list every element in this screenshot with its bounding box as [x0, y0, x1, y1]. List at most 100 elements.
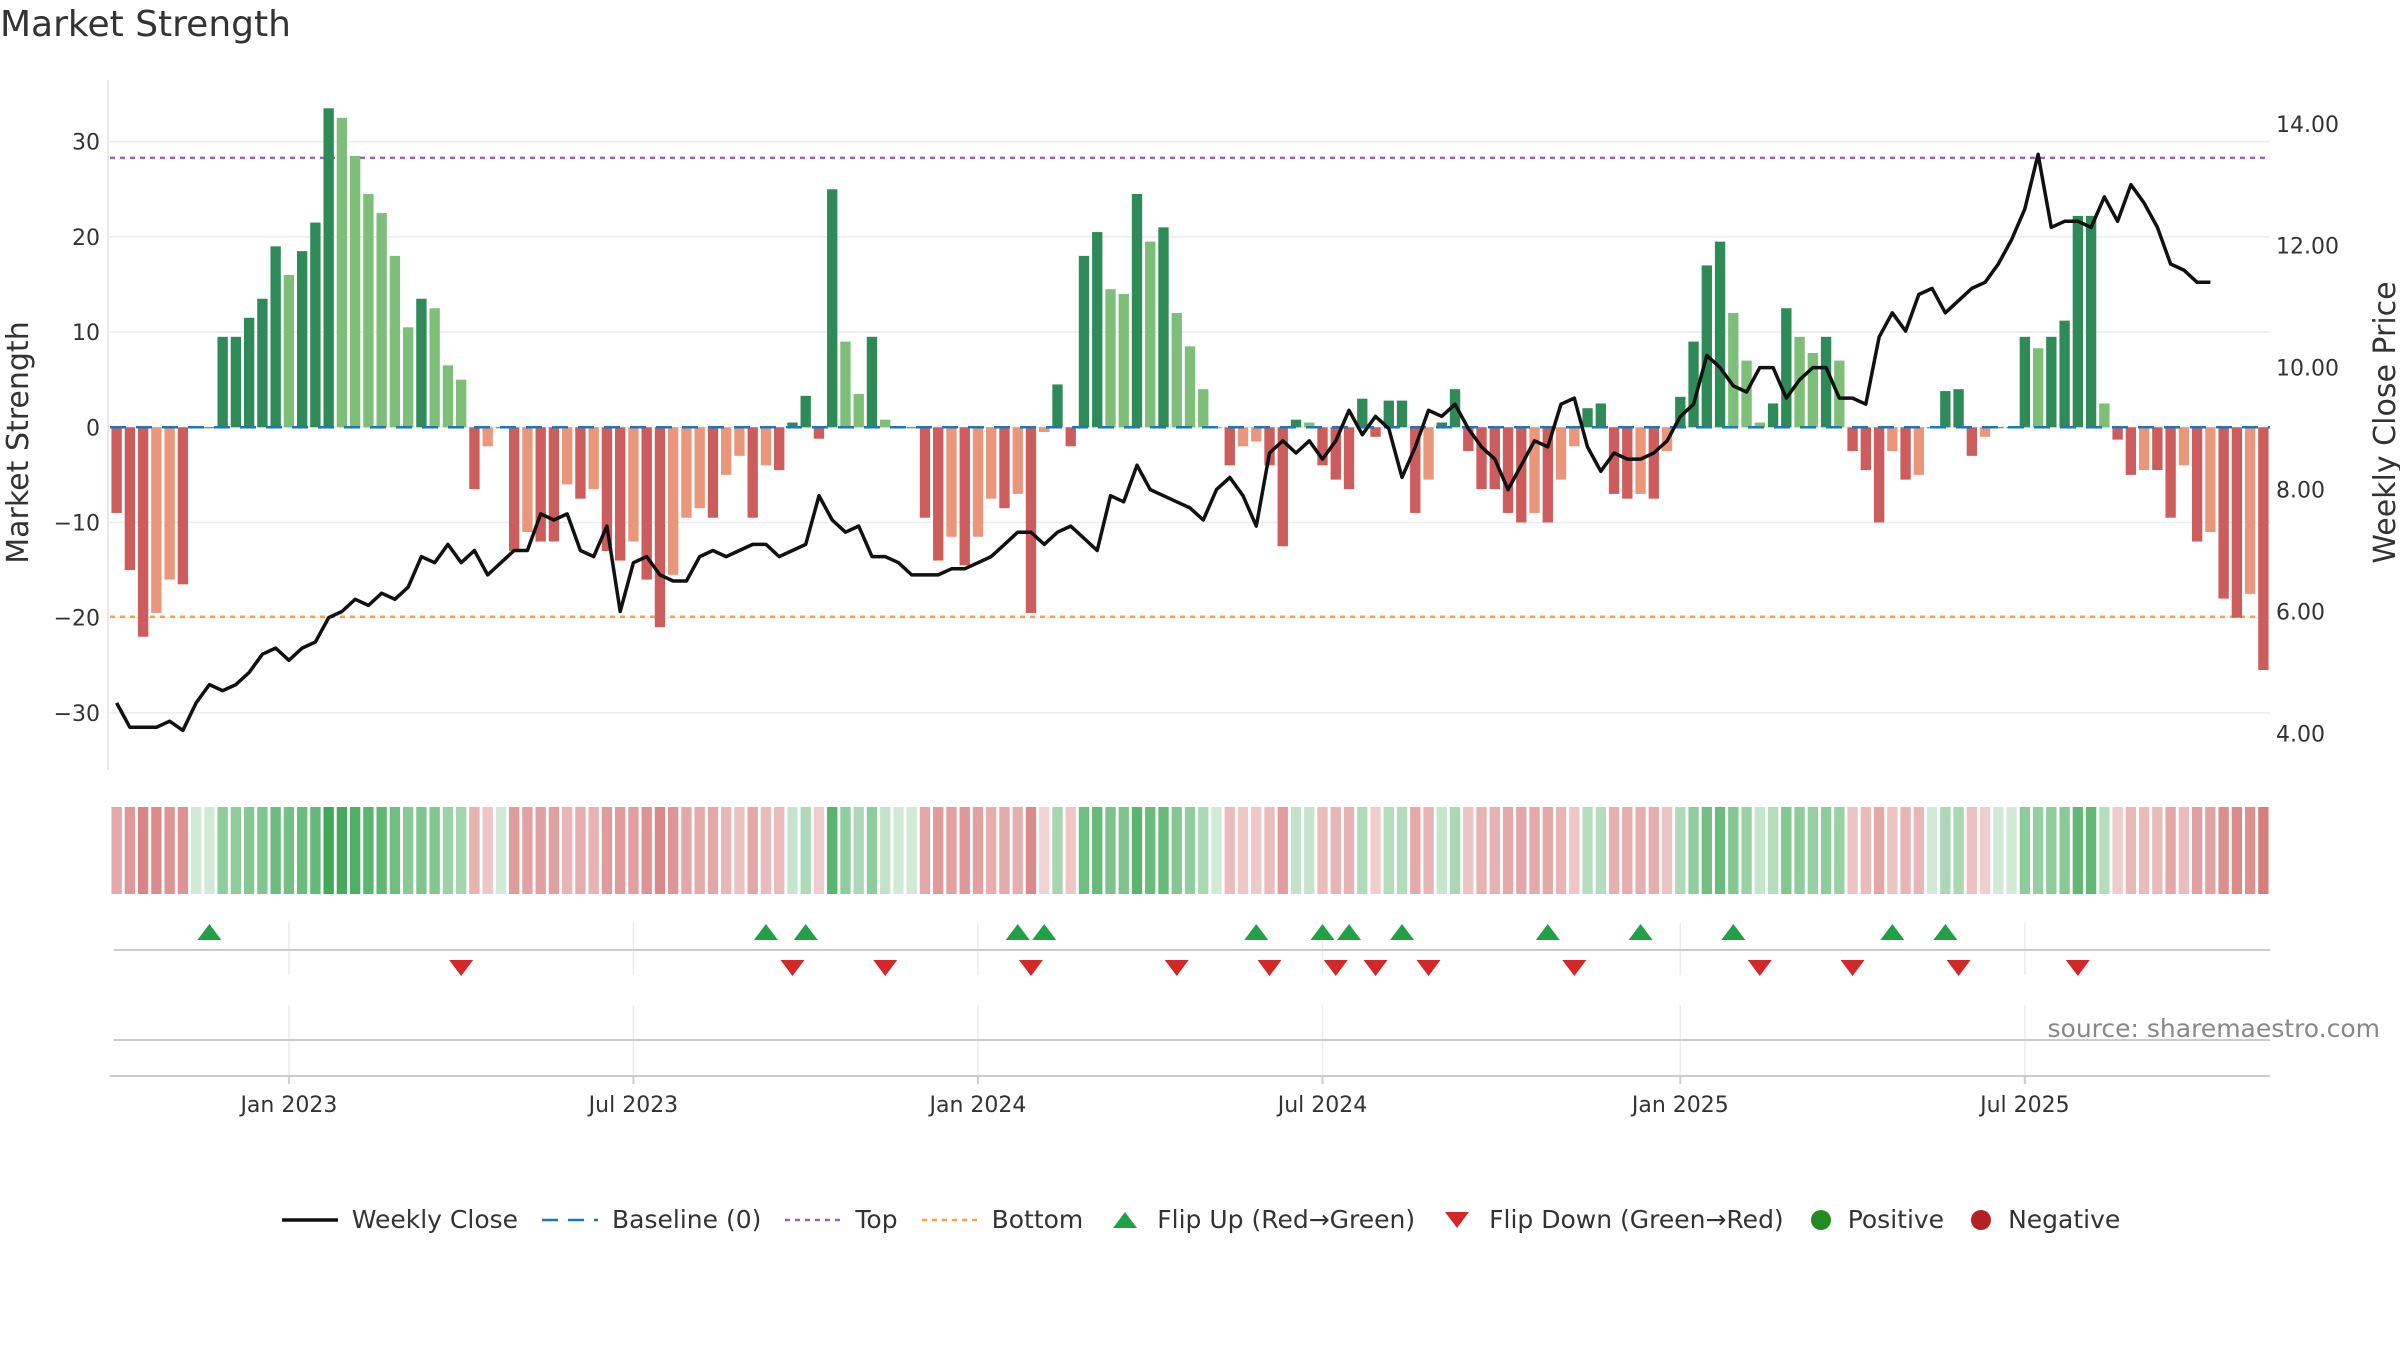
flip-down-marker — [1562, 960, 1587, 976]
strength-bar — [999, 427, 1010, 509]
heat-strip-cell — [694, 807, 705, 894]
strength-bar — [866, 336, 878, 428]
strength-bar — [813, 427, 825, 439]
strength-bar — [2046, 336, 2057, 428]
strength-bar — [455, 379, 467, 428]
heat-strip-cell — [1039, 807, 1050, 894]
strength-bar — [1052, 384, 1063, 428]
heat-strip-cell — [522, 807, 533, 894]
legend-label: Flip Up (Red→Green) — [1157, 1205, 1416, 1234]
heat-strip-cell — [1555, 807, 1567, 894]
legend-swatch-icon — [1437, 1208, 1477, 1232]
flip-down-marker — [1164, 960, 1189, 976]
heat-strip-cell — [2006, 807, 2017, 894]
heat-strip-cell — [376, 807, 387, 894]
heat-strip-cell — [495, 807, 507, 894]
strength-bar — [986, 427, 997, 499]
flip-up-marker — [1032, 924, 1057, 940]
heat-strip-cell — [310, 807, 321, 894]
heat-strip-cell — [1834, 807, 1845, 894]
strength-bar — [1767, 403, 1779, 428]
strength-bar — [1039, 427, 1050, 433]
y-tick-label: 30 — [72, 131, 100, 156]
heat-strip-cell — [1237, 807, 1249, 894]
strength-bar — [1887, 427, 1898, 452]
strength-bar — [2138, 427, 2150, 471]
strength-bar — [310, 222, 321, 428]
heat-strip-cell — [2165, 807, 2176, 894]
heat-strip-cell — [906, 807, 917, 894]
grid-layer — [107, 80, 2270, 1077]
strength-bar — [2165, 427, 2176, 518]
heat-strip-cell — [2072, 807, 2084, 894]
legend-swatch-icon — [280, 1210, 340, 1230]
strength-bar — [1953, 389, 1964, 428]
heat-strip-cell — [800, 807, 811, 894]
heat-strip-cell — [1436, 807, 1447, 894]
heat-strip-cell — [230, 807, 242, 894]
strength-bar — [1542, 427, 1553, 523]
heat-strip-cell — [747, 807, 758, 894]
strength-bar — [1118, 293, 1129, 428]
flip-up-marker — [753, 924, 778, 940]
heat-strip-cell — [2032, 807, 2044, 894]
strength-bar — [1383, 400, 1394, 428]
strength-bar — [760, 427, 772, 466]
strength-bar — [1476, 427, 1487, 490]
heat-strip-cell — [1131, 807, 1143, 894]
legend-swatch-icon — [540, 1210, 600, 1230]
heat-strip-cell — [124, 807, 136, 894]
heat-strip-cell — [1754, 807, 1765, 894]
flip-up-marker — [1244, 924, 1269, 940]
strength-bar — [1171, 313, 1182, 428]
heat-strip-cell — [1025, 807, 1037, 894]
heat-strip-cell — [827, 807, 838, 894]
heat-strip-cell — [959, 807, 970, 894]
strength-bar — [601, 427, 613, 552]
strength-bars — [111, 108, 2269, 671]
heat-strip-cell — [1807, 807, 1818, 894]
strength-bar — [933, 427, 944, 561]
heat-strip-cell — [1158, 807, 1169, 894]
heat-strip-cell — [1264, 807, 1275, 894]
strength-bar — [469, 427, 480, 490]
heat-strip-cell — [217, 807, 228, 894]
heat-strip-cell — [270, 807, 281, 894]
flip-down-marker — [873, 960, 898, 976]
heat-strip-cell — [919, 807, 931, 894]
strength-bar — [1993, 427, 2004, 429]
flip-down-marker — [780, 960, 805, 976]
strength-bar — [2085, 215, 2097, 428]
strength-bar — [336, 117, 348, 428]
strength-bar — [1025, 427, 1037, 613]
heat-strip-cell — [2231, 807, 2243, 894]
y-tick-label: 10 — [72, 321, 100, 346]
strength-bar — [1290, 419, 1302, 428]
strength-bar — [416, 298, 427, 428]
y2-tick-label: 8.00 — [2276, 479, 2325, 504]
heat-strip-cell — [1648, 807, 1659, 894]
heat-strip-cell — [1052, 807, 1063, 894]
legend-swatch-icon — [1105, 1208, 1145, 1232]
heat-strip-cell — [1423, 807, 1434, 894]
legend-item-dot-neg: Negative — [1966, 1205, 2120, 1234]
heat-strip-cell — [455, 807, 467, 894]
strength-bar — [1873, 427, 1885, 523]
strength-bar — [257, 298, 268, 428]
heat-strip-cell — [389, 807, 401, 894]
heat-strip-cell — [707, 807, 719, 894]
strength-bar — [1092, 232, 1103, 428]
legend-swatch-icon — [783, 1210, 843, 1230]
legend-item-dotted-top: Top — [783, 1205, 898, 1234]
legend-item-tri-down: Flip Down (Green→Red) — [1437, 1205, 1784, 1234]
flip-up-marker — [1628, 924, 1653, 940]
heat-strip-cell — [1966, 807, 1978, 894]
heat-strip-cell — [204, 807, 215, 894]
heat-strip-cell — [946, 807, 957, 894]
heat-strip-cell — [615, 807, 626, 894]
strength-bar — [2258, 427, 2269, 671]
strength-bar — [2125, 427, 2137, 475]
strength-bar — [2231, 427, 2243, 618]
strength-bar — [1913, 427, 1925, 475]
strength-bar — [1754, 422, 1765, 428]
